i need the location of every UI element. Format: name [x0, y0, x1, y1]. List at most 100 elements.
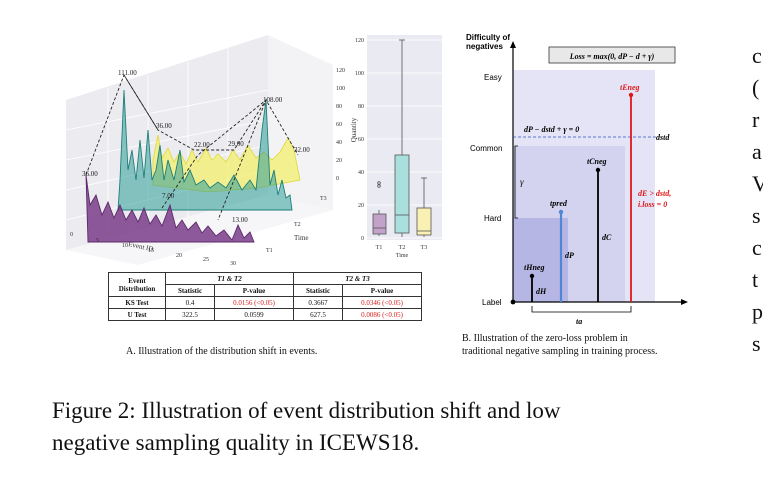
x-tick: 20 [176, 253, 182, 259]
table-cell: 0.0086 (<0.05) [342, 308, 422, 321]
z-tick: 120 [336, 68, 345, 74]
peak-label: 36.00 [82, 170, 98, 178]
peak-label: 22.00 [194, 141, 210, 149]
box-t2 [394, 39, 410, 237]
box-x-tick: T1 [376, 245, 383, 251]
table-cell: U Test [108, 308, 166, 321]
t-neg-c: tCneg [587, 157, 607, 166]
edge-letter: s [752, 331, 761, 356]
table-cell: 0.4 [165, 296, 215, 309]
edge-letter: t [752, 267, 759, 292]
x-tick: 30 [230, 261, 236, 267]
peak-label: 36.00 [156, 122, 172, 130]
box-y-tick: 80 [358, 104, 364, 110]
table-cell: 0.3667 [293, 296, 343, 309]
d-h: dH [536, 287, 547, 296]
edge-letter: c [752, 235, 762, 260]
table-cell: 322.5 [165, 308, 215, 321]
peak-label: 108.00 [263, 96, 283, 104]
panel-b-caption-2: traditional negative sampling in trainin… [462, 346, 658, 357]
table-cell: 627.5 [293, 308, 343, 321]
peak-label: 13.00 [232, 216, 248, 224]
level-hard: Hard [484, 214, 501, 223]
edge-letter: r [752, 107, 760, 132]
peak-label: 29.00 [228, 140, 244, 148]
z-tick: 60 [336, 122, 342, 128]
band-hard [513, 218, 568, 302]
t-pred: tpred [550, 199, 568, 208]
peak-connectors [85, 73, 299, 221]
edge-letter: V [752, 171, 763, 196]
level-label: Label [482, 298, 502, 307]
table-subheader: P-value [214, 284, 294, 297]
peak-label: 32.00 [294, 146, 310, 154]
table-group-t2-t3: T2 & T3 [293, 272, 422, 285]
panel-a-3d-chart: 111.00 36.00 22.00 29.00 108.00 32.00 36… [65, 35, 358, 267]
table-row: U Test 322.5 0.0599 627.5 0.0086 (<0.05) [108, 308, 422, 321]
y-axis-label: Time [294, 234, 309, 242]
panel-a-boxplot: 0 20 40 60 80 100 120 T1 T2 T3 Time [355, 35, 442, 259]
x-tick: 25 [203, 257, 209, 263]
box-y-tick: 60 [358, 137, 364, 143]
gamma-label: γ [520, 177, 524, 187]
y-axis-title: Difficulty of [466, 33, 510, 42]
y-tick: T3 [320, 196, 327, 202]
edge-letter: a [752, 139, 762, 164]
panel-b-diagram: Difficulty of negatives Easy Common Hard… [466, 33, 688, 326]
threshold-equation: dP − dstd + γ = 0 [524, 125, 579, 134]
table-subheader: Statistic [293, 284, 343, 297]
box-x-label: Time [396, 253, 409, 259]
z-tick: 0 [336, 176, 339, 182]
box-t3 [416, 177, 432, 237]
t-a: ta [576, 317, 582, 326]
edge-letter: s [752, 203, 761, 228]
figure-caption-line-1: Figure 2: Illustration of event distribu… [52, 398, 561, 423]
z-axis-label: Quantity [350, 117, 358, 142]
z-tick: 100 [336, 86, 345, 92]
stats-table: Event Distribution T1 & T2 T2 & T3 Stati… [108, 272, 422, 321]
table-row: KS Test 0.4 0.0156 (<0.05) 0.3667 0.0346… [108, 296, 422, 309]
table-group-t1-t2: T1 & T2 [165, 272, 294, 285]
box-y-tick: 20 [358, 203, 364, 209]
panel-a-caption: A. Illustration of the distribution shif… [126, 346, 318, 357]
y-tick: T2 [294, 222, 301, 228]
edge-letter: p [752, 299, 763, 324]
d-p: dP [565, 251, 574, 260]
panel-b-caption-1: B. Illustration of the zero-loss problem… [462, 333, 628, 344]
box-t1 [372, 181, 387, 236]
box-y-tick: 100 [355, 71, 364, 77]
right-edge-text-column: c ( r a V s c t p s [752, 40, 763, 360]
table-cell: KS Test [108, 296, 166, 309]
box-x-tick: T3 [421, 245, 428, 251]
table-subheader: Statistic [165, 284, 215, 297]
ta-bracket [531, 306, 632, 313]
x-tick: 10 [122, 243, 128, 249]
dstd-label: dstd [656, 133, 670, 142]
condition-line-1: dE > dstd, [638, 189, 671, 198]
x-tick: 0 [70, 232, 73, 238]
table-header-event-distribution: Event Distribution [108, 272, 166, 297]
d-c: dC [602, 233, 612, 242]
figure-caption-line-2: negative sampling quality in ICEWS18. [52, 430, 420, 455]
z-tick: 40 [336, 140, 342, 146]
peak-label: 7.00 [162, 192, 175, 200]
t-neg-h: tHneg [524, 263, 544, 272]
series-t1-area [85, 174, 255, 243]
table-cell: 0.0599 [214, 308, 294, 321]
table-subheader: P-value [342, 284, 422, 297]
table-cell: 0.0156 (<0.05) [214, 296, 294, 309]
table-cell: 0.0346 (<0.05) [342, 296, 422, 309]
edge-letter: c [752, 43, 762, 68]
box-y-tick: 40 [358, 170, 364, 176]
gamma-bracket [514, 145, 518, 219]
y-axis-title: negatives [466, 42, 503, 51]
z-tick: 20 [336, 158, 342, 164]
x-tick: 15 [148, 248, 154, 254]
x-tick: 5 [96, 238, 99, 244]
peak-label: 111.00 [118, 69, 137, 77]
box-x-tick: T2 [399, 245, 406, 251]
loss-box [548, 46, 676, 64]
box-y-tick: 120 [355, 38, 364, 44]
level-easy: Easy [484, 73, 502, 82]
condition-line-2: i.loss = 0 [638, 200, 667, 209]
